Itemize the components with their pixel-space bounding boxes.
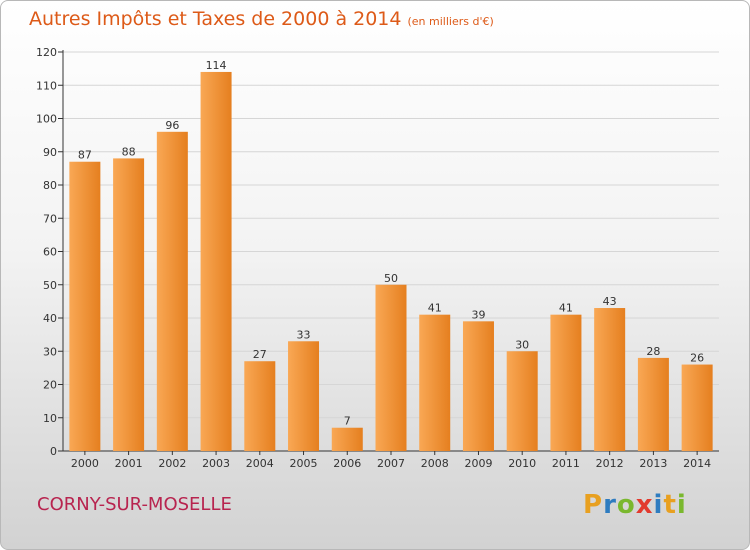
x-tick-label: 2000: [71, 457, 99, 470]
bar-2008: [419, 314, 451, 451]
y-tick-label: 90: [43, 146, 57, 159]
x-tick-label: 2001: [115, 457, 143, 470]
x-tick-label: 2004: [246, 457, 274, 470]
x-tick-label: 2005: [290, 457, 318, 470]
data-label: 114: [206, 59, 227, 72]
data-label: 87: [78, 149, 92, 162]
y-tick-label: 70: [43, 212, 57, 225]
data-label: 27: [253, 348, 267, 361]
bar-2014: [681, 364, 713, 451]
data-label: 41: [428, 302, 442, 315]
bar-2000: [69, 161, 101, 451]
x-tick-label: 2011: [552, 457, 580, 470]
bar-2009: [462, 321, 494, 451]
x-tick-label: 2007: [377, 457, 405, 470]
x-tick-label: 2014: [683, 457, 711, 470]
x-tick-label: 2002: [158, 457, 186, 470]
bar-2011: [550, 314, 582, 451]
chart-subtitle: (en milliers d'€): [407, 15, 494, 28]
data-label: 7: [344, 415, 351, 428]
y-tick-label: 60: [43, 246, 57, 259]
proxiti-logo: Proxiti: [583, 490, 687, 520]
x-tick-label: 2009: [464, 457, 492, 470]
x-tick-label: 2008: [421, 457, 449, 470]
x-tick-label: 2013: [639, 457, 667, 470]
logo-letter: i: [676, 490, 687, 520]
x-tick-label: 2003: [202, 457, 230, 470]
logo-letter: t: [663, 490, 677, 520]
y-tick-label: 50: [43, 279, 57, 292]
bar-2004: [244, 361, 276, 451]
bar-2002: [156, 131, 188, 452]
y-tick-label: 0: [50, 445, 57, 458]
y-tick-label: 20: [43, 379, 57, 392]
y-tick-label: 120: [36, 46, 57, 59]
title-text: Autres Impôts et Taxes de 2000 à 2014: [29, 8, 402, 30]
y-tick-label: 110: [36, 79, 57, 92]
y-tick-label: 80: [43, 179, 57, 192]
logo-letter: o: [616, 490, 636, 520]
bar-2007: [375, 284, 407, 451]
bar-2013: [637, 357, 669, 451]
y-tick-label: 40: [43, 312, 57, 325]
data-label: 41: [559, 302, 573, 315]
data-label: 26: [690, 352, 704, 365]
logo-letter: i: [653, 490, 664, 520]
bar-2012: [594, 308, 626, 451]
logo-letter: P: [583, 490, 604, 520]
data-label: 28: [646, 345, 660, 358]
y-tick-label: 10: [43, 412, 57, 425]
bar-2006: [331, 427, 363, 451]
data-label: 39: [471, 308, 485, 321]
y-tick-label: 30: [43, 345, 57, 358]
data-label: 88: [122, 145, 136, 158]
data-label: 43: [603, 295, 617, 308]
x-tick-label: 2010: [508, 457, 536, 470]
data-label: 30: [515, 338, 529, 351]
x-tick-label: 2012: [596, 457, 624, 470]
bar-2003: [200, 71, 232, 451]
bar-2001: [113, 158, 145, 451]
y-tick-label: 100: [36, 113, 57, 126]
x-tick-label: 2006: [333, 457, 361, 470]
bar-2005: [288, 341, 320, 451]
logo-letter: x: [635, 490, 654, 520]
chart-title: Autres Impôts et Taxes de 2000 à 2014 (en…: [29, 8, 494, 30]
city-name: CORNY-SUR-MOSELLE: [37, 494, 232, 515]
bar-2010: [506, 351, 538, 451]
logo-letter: r: [603, 490, 617, 520]
data-label: 50: [384, 272, 398, 285]
data-label: 33: [297, 328, 311, 341]
data-label: 96: [165, 119, 179, 132]
